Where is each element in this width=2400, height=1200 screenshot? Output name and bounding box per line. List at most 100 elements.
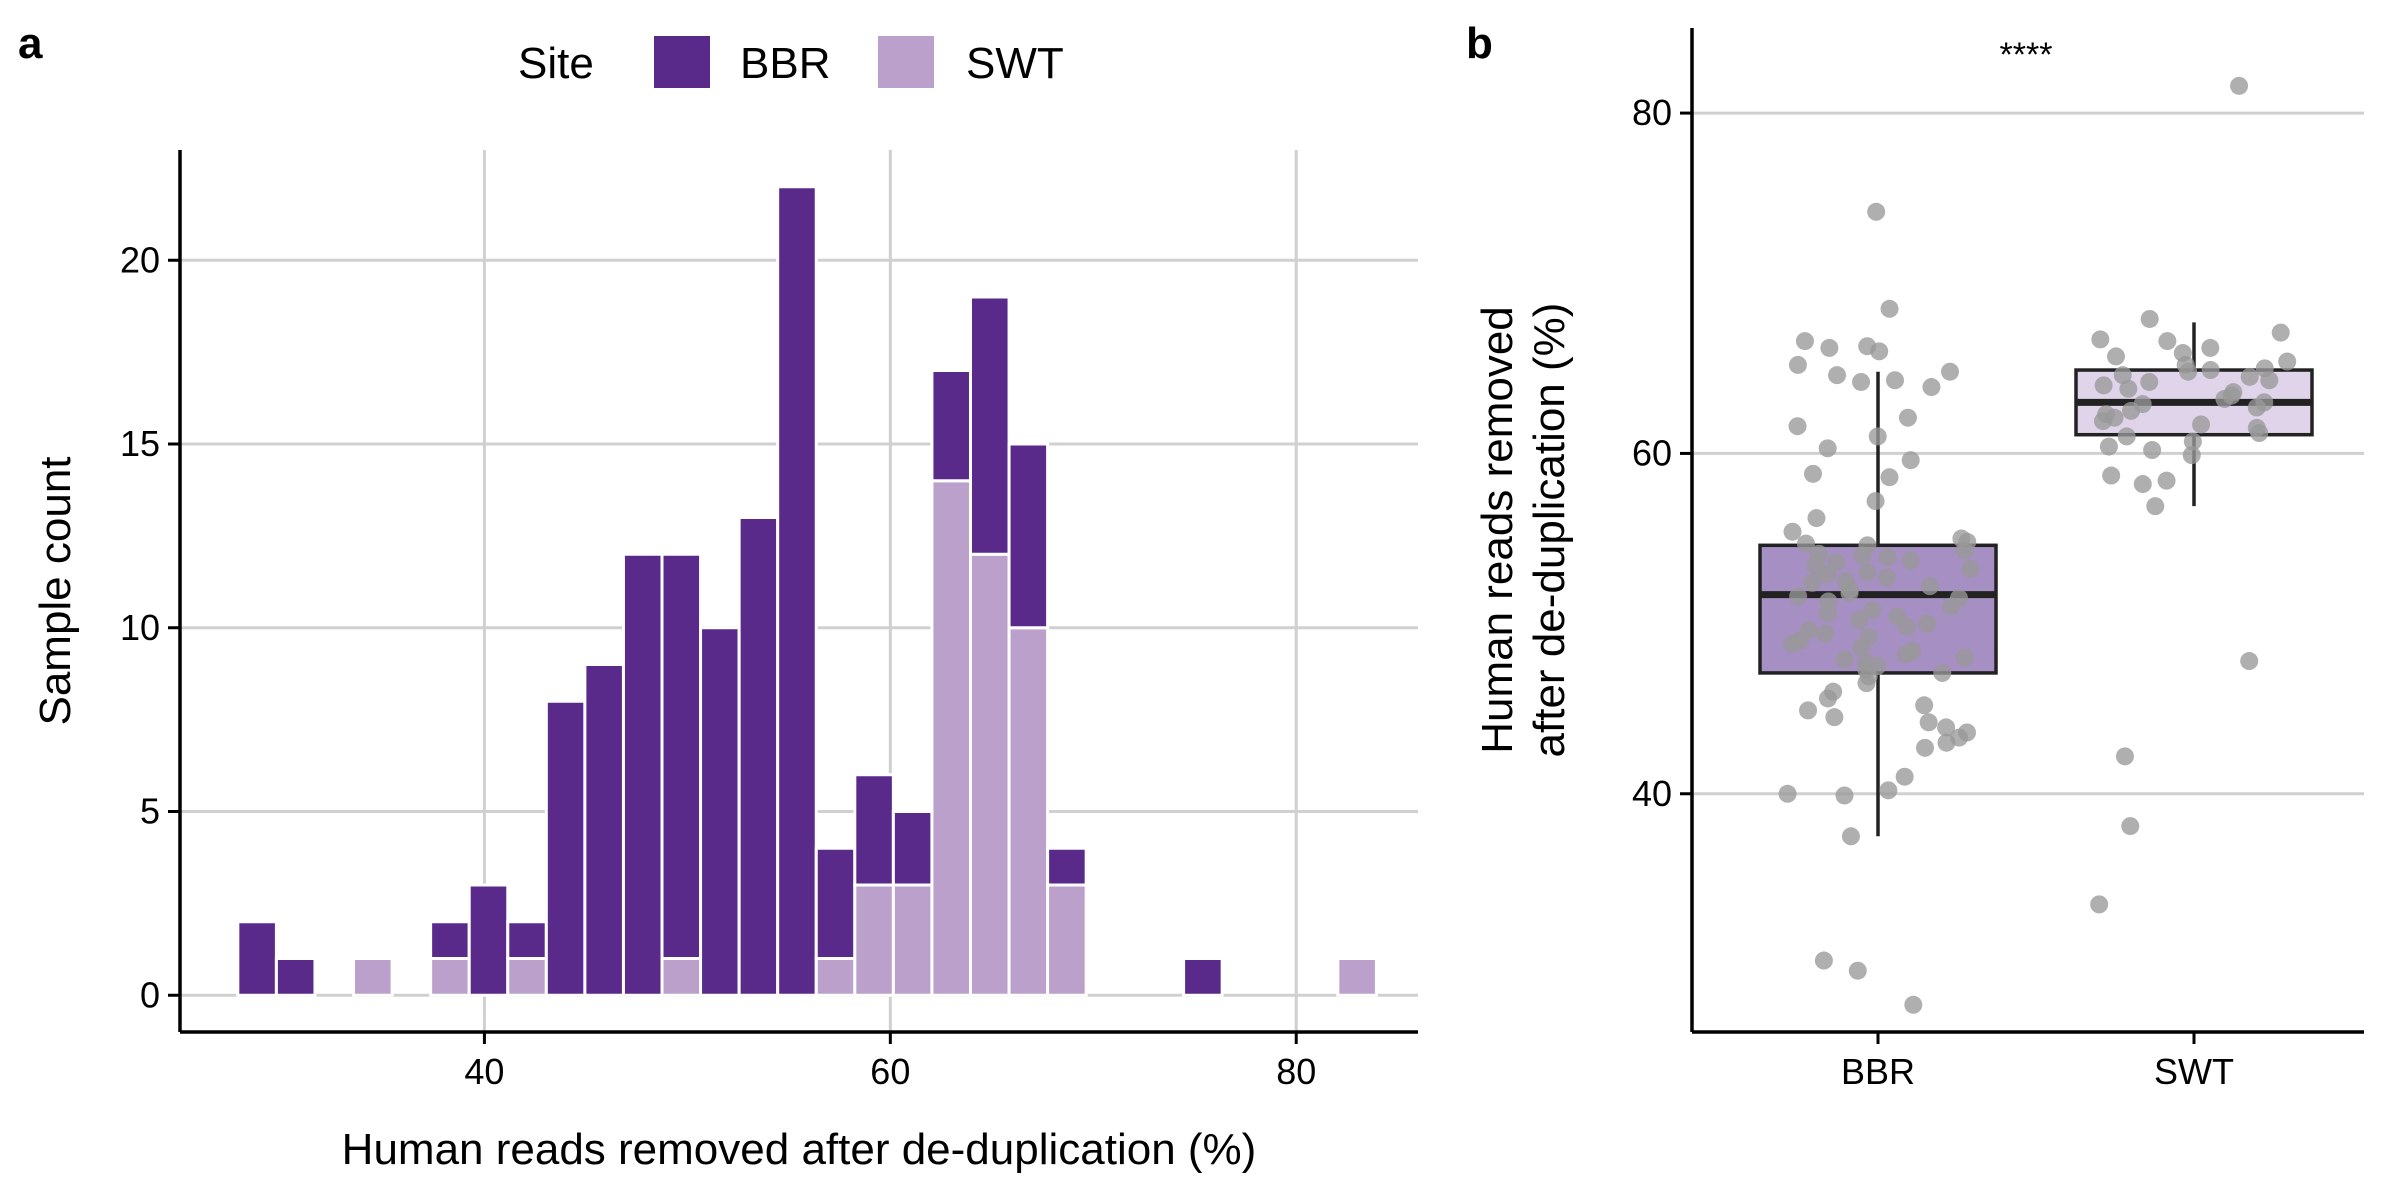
data-point xyxy=(1916,738,1935,757)
bar-bbr xyxy=(776,185,818,997)
bar-swt xyxy=(891,883,934,997)
data-point xyxy=(1880,299,1899,318)
y-tick-label: 40 xyxy=(1632,773,1672,814)
bar-bbr xyxy=(1007,442,1050,630)
data-point xyxy=(1941,597,1960,616)
histogram-bars xyxy=(236,185,1378,997)
data-point xyxy=(1814,951,1833,970)
x-tick-label: 60 xyxy=(870,1051,910,1092)
bar-swt xyxy=(429,957,471,997)
data-point xyxy=(1920,577,1939,596)
data-point xyxy=(2121,817,2140,836)
data-point xyxy=(2201,338,2220,357)
data-point xyxy=(2158,332,2177,351)
data-point xyxy=(1818,689,1837,708)
data-point xyxy=(2090,895,2109,914)
data-point xyxy=(1835,786,1854,805)
bar-bbr xyxy=(891,810,934,887)
data-point xyxy=(1796,534,1815,553)
data-point xyxy=(1898,617,1917,636)
bar-swt xyxy=(930,479,972,997)
data-point xyxy=(1778,784,1797,803)
data-point xyxy=(2192,415,2211,434)
data-point xyxy=(2094,376,2113,395)
bar-bbr xyxy=(506,920,548,960)
panel-label-b: b xyxy=(1466,19,1493,68)
data-point xyxy=(1840,583,1859,602)
legend-swatch-bbr xyxy=(654,36,710,88)
data-point xyxy=(1898,408,1917,427)
data-point xyxy=(2260,371,2279,390)
data-point xyxy=(1961,560,1980,579)
data-point xyxy=(2119,379,2138,398)
data-point xyxy=(1955,648,1974,667)
data-point xyxy=(1852,372,1871,391)
data-point xyxy=(1804,464,1823,483)
histogram-x-ticks: 40 60 80 xyxy=(464,1032,1316,1092)
data-point xyxy=(2106,347,2125,366)
bar-swt xyxy=(352,957,394,997)
bar-bbr xyxy=(699,626,741,997)
data-point xyxy=(1918,614,1937,633)
data-point xyxy=(1848,961,1867,980)
data-point xyxy=(1901,551,1920,570)
data-point xyxy=(1818,604,1837,623)
bar-bbr xyxy=(814,846,857,960)
data-point xyxy=(2240,367,2259,386)
bar-bbr xyxy=(737,516,780,997)
data-point xyxy=(2250,424,2269,443)
bar-bbr xyxy=(621,552,664,997)
legend-title: Site xyxy=(518,39,594,88)
y-tick-label: 15 xyxy=(120,423,160,464)
data-point xyxy=(1850,611,1869,630)
data-point xyxy=(2230,76,2249,95)
legend-label-bbr: BBR xyxy=(740,39,830,88)
boxplot-points xyxy=(1778,76,2297,1014)
data-point xyxy=(1904,995,1923,1014)
data-point xyxy=(1789,587,1808,606)
bar-bbr xyxy=(583,663,625,997)
panel-label-a: a xyxy=(18,19,43,68)
data-point xyxy=(2240,652,2259,671)
data-point xyxy=(1788,417,1807,436)
data-point xyxy=(2271,323,2290,342)
data-point xyxy=(1818,565,1837,584)
data-point xyxy=(2102,466,2121,485)
data-point xyxy=(1868,427,1887,446)
histogram-panel: 40 60 80 0 5 10 15 20 Human reads removed afte… xyxy=(31,150,1418,1174)
data-point xyxy=(1896,645,1915,664)
bar-bbr xyxy=(930,369,972,483)
bar-swt xyxy=(506,957,548,997)
data-point xyxy=(1841,827,1860,846)
data-point xyxy=(1937,718,1956,737)
data-point xyxy=(2115,747,2134,766)
x-tick-label: SWT xyxy=(2154,1051,2234,1092)
data-point xyxy=(1879,781,1898,800)
data-point xyxy=(2157,471,2176,490)
data-point xyxy=(1828,366,1847,385)
data-point xyxy=(2183,432,2202,451)
data-point xyxy=(2247,398,2266,417)
data-point xyxy=(2182,446,2201,465)
boxplot-y-axis-title-line1: Human reads removed xyxy=(1473,306,1522,754)
data-point xyxy=(1858,563,1877,582)
data-point xyxy=(1852,638,1871,657)
data-point xyxy=(2113,366,2132,385)
data-point xyxy=(1853,546,1872,565)
bar-bbr xyxy=(1046,846,1088,887)
data-point xyxy=(1795,332,1814,351)
data-point xyxy=(1878,548,1897,567)
y-tick-label: 5 xyxy=(140,791,160,832)
data-point xyxy=(1803,573,1822,592)
bar-bbr xyxy=(1182,957,1224,997)
legend-swatch-swt xyxy=(878,36,934,88)
bar-swt xyxy=(1336,957,1378,997)
data-point xyxy=(1880,468,1899,487)
x-tick-label: 80 xyxy=(1276,1051,1316,1092)
data-point xyxy=(2099,437,2118,456)
histogram-y-axis-title: Sample count xyxy=(31,456,80,725)
data-point xyxy=(1818,439,1837,458)
bar-swt xyxy=(968,552,1011,997)
bar-bbr xyxy=(660,552,703,960)
